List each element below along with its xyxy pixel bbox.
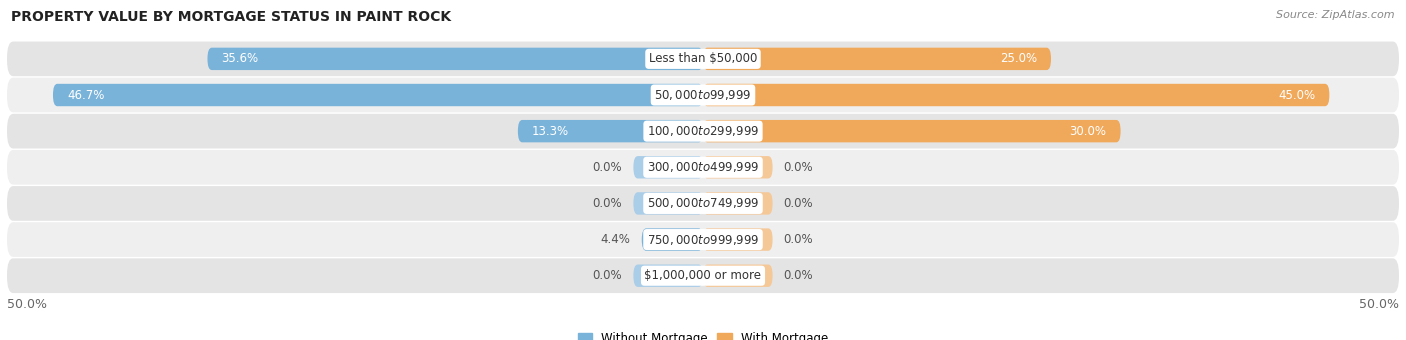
Text: $100,000 to $299,999: $100,000 to $299,999 <box>647 124 759 138</box>
FancyBboxPatch shape <box>7 78 1399 112</box>
Text: 0.0%: 0.0% <box>783 197 813 210</box>
Text: Less than $50,000: Less than $50,000 <box>648 52 758 65</box>
Text: Source: ZipAtlas.com: Source: ZipAtlas.com <box>1277 10 1395 20</box>
FancyBboxPatch shape <box>703 265 773 287</box>
Text: 45.0%: 45.0% <box>1278 88 1316 102</box>
Text: $750,000 to $999,999: $750,000 to $999,999 <box>647 233 759 246</box>
FancyBboxPatch shape <box>7 150 1399 185</box>
Legend: Without Mortgage, With Mortgage: Without Mortgage, With Mortgage <box>574 328 832 340</box>
FancyBboxPatch shape <box>703 120 1121 142</box>
Text: 50.0%: 50.0% <box>7 298 46 311</box>
Text: 0.0%: 0.0% <box>783 269 813 282</box>
FancyBboxPatch shape <box>7 41 1399 76</box>
FancyBboxPatch shape <box>7 186 1399 221</box>
Text: 25.0%: 25.0% <box>1000 52 1038 65</box>
Text: 46.7%: 46.7% <box>67 88 104 102</box>
Text: $300,000 to $499,999: $300,000 to $499,999 <box>647 160 759 174</box>
FancyBboxPatch shape <box>703 192 773 215</box>
FancyBboxPatch shape <box>641 228 703 251</box>
Text: $1,000,000 or more: $1,000,000 or more <box>644 269 762 282</box>
FancyBboxPatch shape <box>208 48 703 70</box>
FancyBboxPatch shape <box>633 156 703 178</box>
Text: $50,000 to $99,999: $50,000 to $99,999 <box>654 88 752 102</box>
Text: 0.0%: 0.0% <box>783 233 813 246</box>
FancyBboxPatch shape <box>633 192 703 215</box>
Text: 30.0%: 30.0% <box>1070 125 1107 138</box>
FancyBboxPatch shape <box>703 84 1330 106</box>
Text: 0.0%: 0.0% <box>593 197 623 210</box>
FancyBboxPatch shape <box>703 228 773 251</box>
FancyBboxPatch shape <box>53 84 703 106</box>
FancyBboxPatch shape <box>7 258 1399 293</box>
FancyBboxPatch shape <box>703 156 773 178</box>
Text: 50.0%: 50.0% <box>1360 298 1399 311</box>
Text: 13.3%: 13.3% <box>531 125 569 138</box>
FancyBboxPatch shape <box>633 265 703 287</box>
Text: 4.4%: 4.4% <box>600 233 631 246</box>
Text: PROPERTY VALUE BY MORTGAGE STATUS IN PAINT ROCK: PROPERTY VALUE BY MORTGAGE STATUS IN PAI… <box>11 10 451 24</box>
FancyBboxPatch shape <box>517 120 703 142</box>
Text: 0.0%: 0.0% <box>593 269 623 282</box>
FancyBboxPatch shape <box>703 48 1052 70</box>
Text: 0.0%: 0.0% <box>593 161 623 174</box>
FancyBboxPatch shape <box>7 222 1399 257</box>
Text: 35.6%: 35.6% <box>221 52 259 65</box>
Text: $500,000 to $749,999: $500,000 to $749,999 <box>647 197 759 210</box>
Text: 0.0%: 0.0% <box>783 161 813 174</box>
FancyBboxPatch shape <box>7 114 1399 149</box>
